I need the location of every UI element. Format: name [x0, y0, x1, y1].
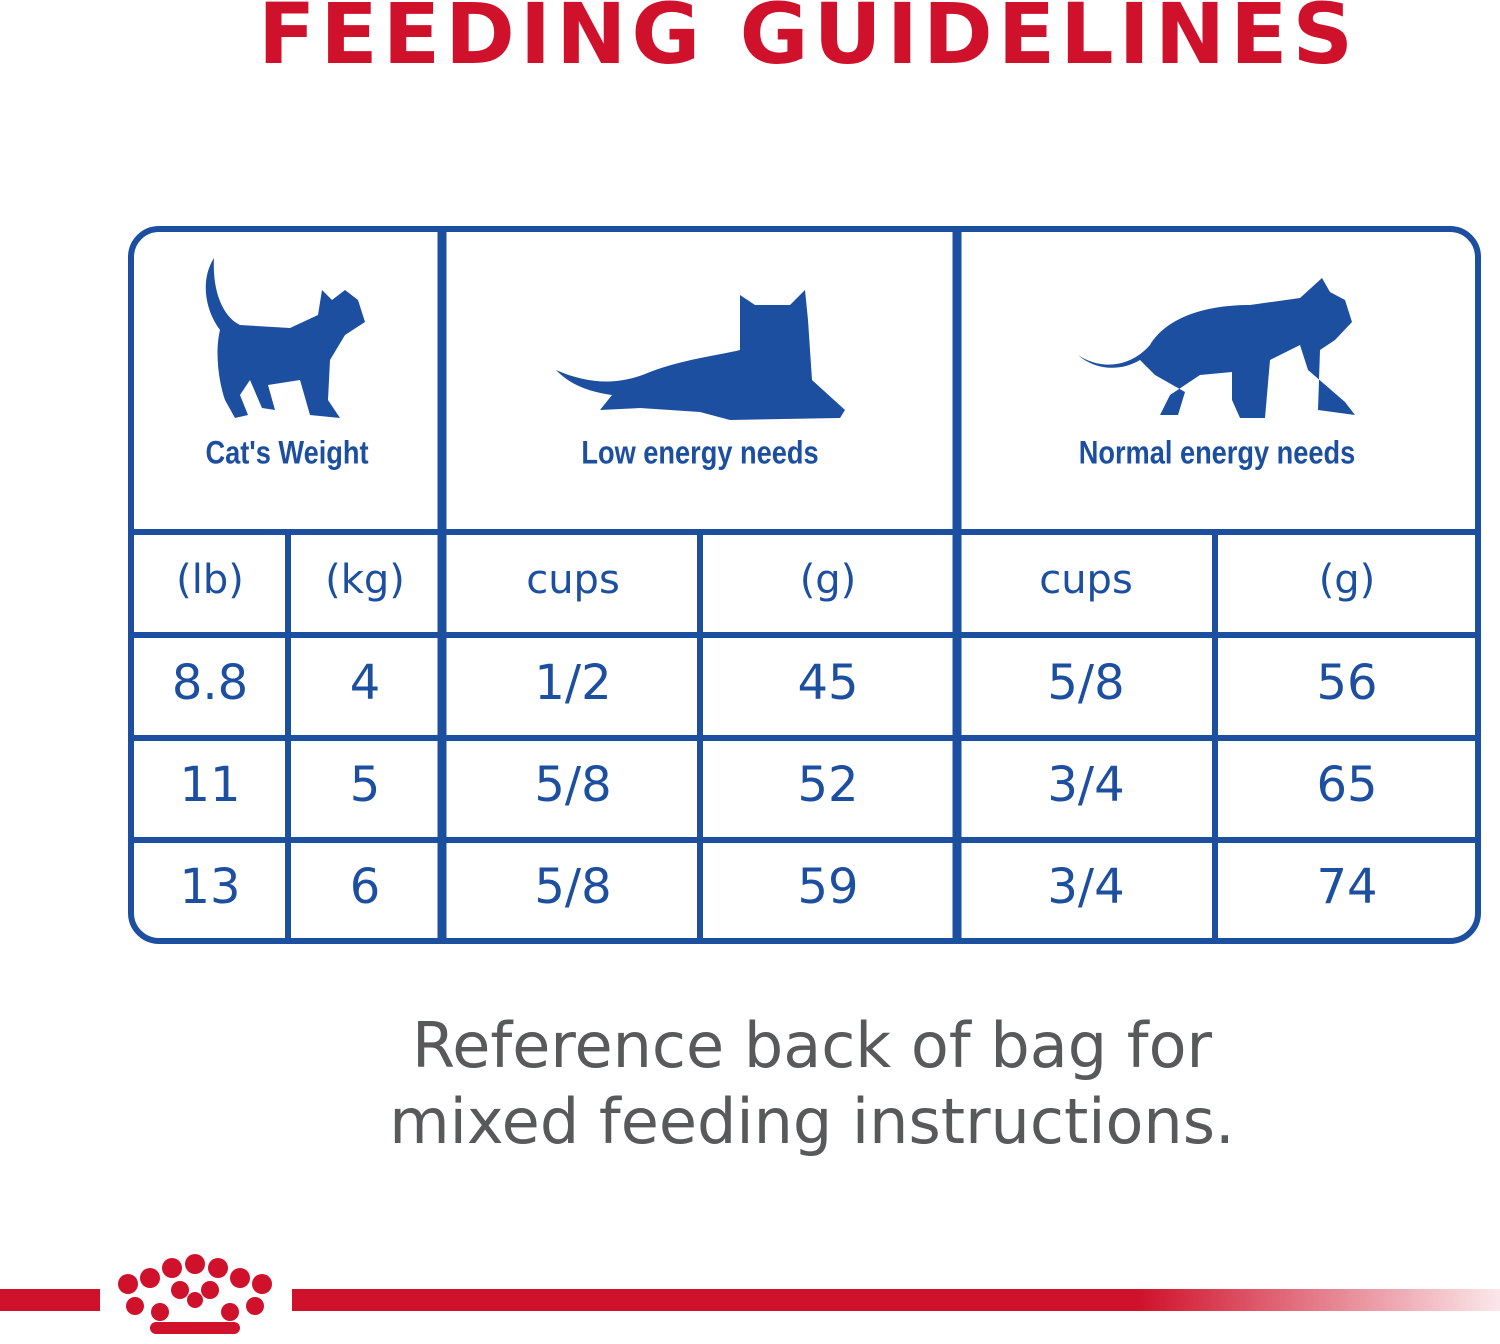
footer-text: Reference back of bag for: [412, 1009, 1213, 1082]
table-cell: 65: [1316, 757, 1377, 813]
table-cell: 56: [1316, 655, 1377, 711]
group-header: Cat's Weight: [205, 435, 368, 471]
footer-text: mixed feeding instructions.: [389, 1085, 1234, 1158]
table-cell: 5/8: [534, 859, 611, 915]
group-header: Normal energy needs: [1079, 435, 1356, 471]
column-header: (g): [800, 557, 857, 603]
table-cell: 1/2: [534, 655, 611, 711]
column-header: cups: [1039, 557, 1133, 603]
table-cell: 4: [350, 655, 381, 711]
table-cell: 59: [797, 859, 858, 915]
table-frame: [128, 226, 1481, 944]
table-cell: 3/4: [1047, 757, 1124, 813]
table-cell: 45: [797, 655, 858, 711]
table-cell: 6: [350, 859, 381, 915]
table-cell: 5: [350, 757, 381, 813]
table-cell: 5/8: [1047, 655, 1124, 711]
table-cell: 11: [179, 757, 240, 813]
title: FEEDING GUIDELINES: [258, 0, 1358, 83]
table-cell: 3/4: [1047, 859, 1124, 915]
group-header: Low energy needs: [581, 435, 818, 471]
column-header: (lb): [176, 557, 244, 603]
table-cell: 52: [797, 757, 858, 813]
cat-icons: [205, 258, 1355, 420]
table-cell: 5/8: [534, 757, 611, 813]
column-header: (g): [1319, 557, 1376, 603]
table-cell: 74: [1316, 859, 1377, 915]
column-header: (kg): [325, 557, 405, 603]
column-header: cups: [526, 557, 620, 603]
table-cell: 8.8: [172, 655, 248, 711]
logo: [0, 1254, 1500, 1334]
table-cell: 13: [179, 859, 240, 915]
